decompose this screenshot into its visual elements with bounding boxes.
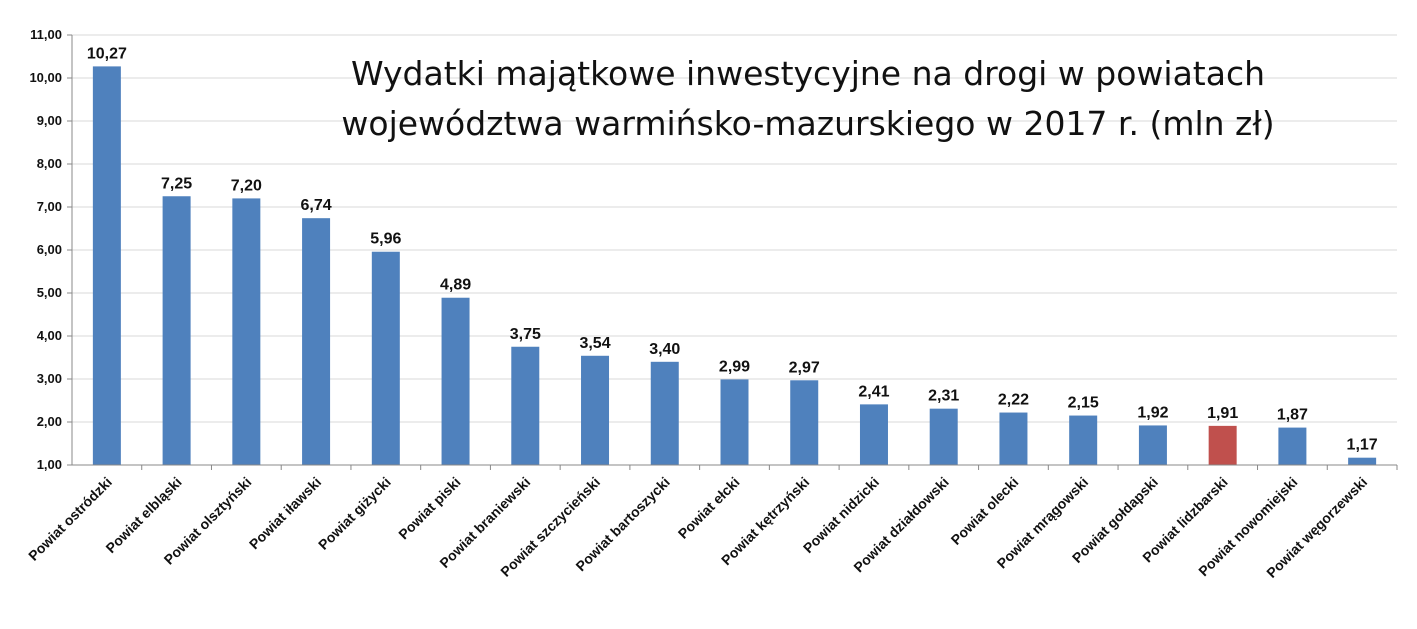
bar [581,355,610,465]
bar [302,218,331,465]
data-label: 6,74 [301,197,332,214]
y-tick-label: 1,00 [37,457,62,472]
chart-title-line-2: województwa warmińsko-mazurskiego w 2017… [341,104,1274,143]
bar [441,297,470,465]
bar [1278,427,1307,465]
bar [790,380,819,465]
data-label: 5,96 [370,231,401,248]
bar [1138,425,1167,465]
y-tick-label: 6,00 [37,242,62,257]
bar [162,196,191,465]
y-tick-label: 11,00 [30,27,62,42]
data-label: 2,99 [719,358,750,375]
data-label: 1,87 [1277,407,1308,424]
data-label: 2,97 [789,359,820,376]
y-tick-label: 10,00 [29,70,62,85]
x-tick-label: Powiat iławski [246,474,324,552]
y-tick-label: 9,00 [37,113,62,128]
bars [92,66,1377,465]
data-label: 3,75 [510,326,541,343]
x-tick-label: Powiat ełcki [675,474,743,542]
bar [232,198,261,465]
y-tick-label: 8,00 [37,156,62,171]
y-axis: 1,00 2,00 3,00 4,00 5,00 6,00 7,00 8,00 9,00 10,0… [29,27,73,472]
chart-title-line-1: Wydatki majątkowe inwestycyjne na drogi … [351,54,1265,93]
data-label: 2,15 [1068,395,1099,412]
data-label: 7,20 [231,177,262,194]
x-tick-label: Powiat olecki [948,474,1022,548]
bar [1348,457,1377,465]
bar [859,404,888,465]
data-label: 4,89 [440,277,471,294]
y-tick-label: 7,00 [37,199,62,214]
gridlines [72,34,1397,466]
y-tick-label: 5,00 [37,285,62,300]
data-label: 2,31 [928,388,959,405]
data-label: 1,92 [1137,404,1168,421]
bar [1069,415,1098,465]
data-label: 2,22 [998,392,1029,409]
data-label: 3,40 [649,341,680,358]
bar [650,361,679,465]
data-label: 2,41 [858,383,889,400]
x-tick-label: Powiat piski [395,474,464,543]
bar [999,412,1028,465]
y-tick-label: 2,00 [37,414,62,429]
bar [371,251,400,465]
x-tick-label: Powiat ostródzki [25,474,115,564]
y-tick-label: 4,00 [37,328,62,343]
x-tick-label: Powiat giżycki [315,474,394,553]
bar [929,408,958,465]
bar [511,346,540,465]
bar [1208,425,1237,465]
bar [92,66,121,465]
data-label: 10,27 [87,45,127,62]
data-label: 1,91 [1207,405,1238,422]
data-label: 3,54 [579,335,610,352]
bar [720,379,749,465]
y-tick-label: 3,00 [37,371,62,386]
data-label: 7,25 [161,175,192,192]
data-label: 1,17 [1347,437,1378,454]
data-labels: 10,27 7,25 7,20 6,74 5,96 4,89 3,75 3,54 3,40 2,9… [87,45,1378,453]
